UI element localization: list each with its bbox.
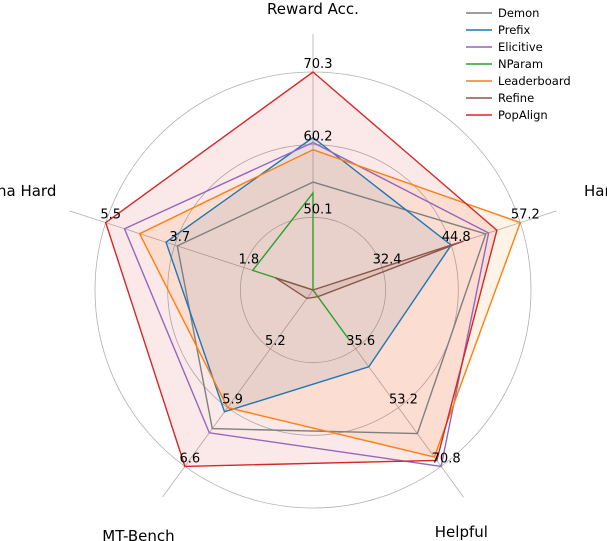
legend-label-refine: Refine — [498, 91, 534, 105]
series-line-nparam — [251, 190, 350, 341]
tick-label: 53.2 — [389, 393, 418, 408]
tick-label: 44.8 — [442, 230, 471, 245]
series-lines — [104, 71, 522, 468]
legend-label-elicitive: Elicitive — [498, 40, 543, 54]
legend-label-popalign: PopAlign — [498, 108, 548, 122]
series-line-prefix — [165, 136, 453, 413]
legend-label-nparam: NParam — [498, 57, 543, 71]
series-line-leaderboard — [138, 148, 522, 458]
series-area-popalign — [105, 72, 497, 467]
tick-label: 6.6 — [180, 451, 201, 466]
tick-label: 1.8 — [239, 253, 260, 268]
axis-label: MT-Bench — [102, 527, 174, 541]
legend: Demon Prefix Elicitive NParam Leaderboard Ref… — [466, 6, 571, 122]
series-area-leaderboard — [139, 149, 521, 457]
tick-label: 5.5 — [100, 208, 121, 223]
tick-labels: 50.1 60.2 70.3 32.4 44.8 57.2 35.6 53.2 70.8 5.2 5… — [100, 57, 539, 466]
tick-label: 5.9 — [222, 393, 243, 408]
axis-label: Harmless — [584, 182, 607, 200]
series-line-popalign — [104, 71, 498, 468]
tick-label: 5.2 — [265, 334, 286, 349]
grid-spoke — [162, 289, 314, 498]
tick-label: 32.4 — [373, 253, 402, 268]
tick-label: 3.7 — [169, 230, 190, 245]
series-line-refine — [274, 240, 464, 300]
tick-label: 50.1 — [304, 202, 333, 217]
tick-label: 60.2 — [304, 130, 333, 145]
tick-label: 70.8 — [432, 451, 461, 466]
axis-label: Reward Acc. — [267, 0, 359, 18]
legend-label-prefix: Prefix — [498, 23, 531, 37]
tick-label: 70.3 — [304, 57, 333, 72]
axis-label: Arena Hard — [0, 182, 56, 200]
tick-label: 35.6 — [346, 334, 375, 349]
axis-label: Helpful — [435, 523, 488, 541]
tick-label: 57.2 — [511, 208, 540, 223]
legend-label-leaderboard: Leaderboard — [498, 74, 571, 88]
series-areas — [105, 72, 521, 467]
series-line-demon — [176, 181, 487, 435]
series-line-elicitive — [123, 141, 490, 468]
legend-label-demon: Demon — [498, 6, 539, 20]
series-area-prefix — [166, 137, 452, 412]
